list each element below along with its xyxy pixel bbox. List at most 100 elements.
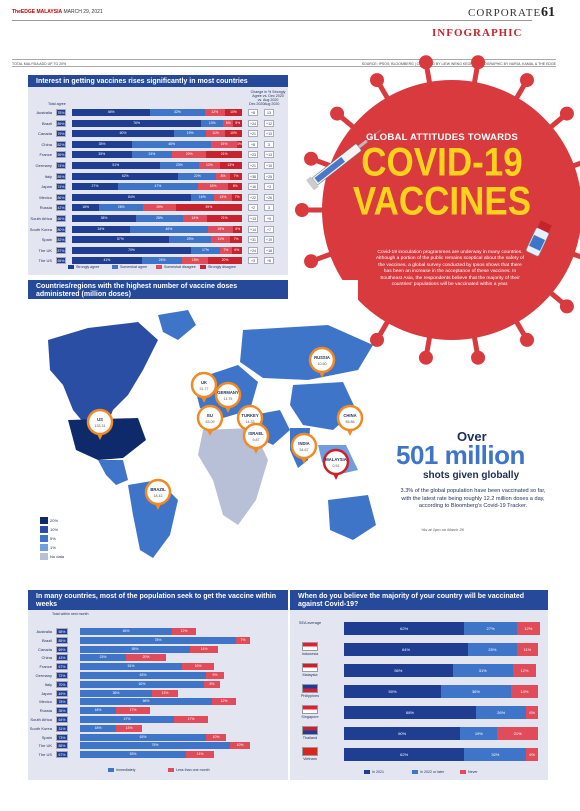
total-next-month: 31% bbox=[56, 724, 68, 732]
bar-segment-sd: 8% bbox=[228, 183, 242, 191]
map-legend-label: 10% bbox=[50, 527, 59, 532]
bar-segment-a: 68% bbox=[344, 706, 476, 719]
bar-segment-b: 27% bbox=[464, 622, 517, 635]
country-label: The UK bbox=[38, 743, 52, 749]
map-pin-india: INDIA 54.67 bbox=[290, 432, 318, 464]
weeks-total-label: Total within next month bbox=[52, 612, 89, 616]
bar-segment-swa: 23% bbox=[159, 162, 200, 169]
map-pin-ring bbox=[308, 346, 336, 374]
change-aug: +13 bbox=[264, 130, 274, 138]
total-next-month: 67% bbox=[56, 751, 68, 759]
legend-swatch bbox=[200, 265, 206, 269]
change-dec: +8 bbox=[248, 140, 258, 148]
virus-spike-tip bbox=[471, 55, 486, 70]
greenland bbox=[158, 310, 196, 340]
map-pin-ring bbox=[322, 448, 350, 476]
bar-segment-immediately: 78% bbox=[80, 636, 236, 644]
russia bbox=[240, 325, 373, 380]
total-agree-value: 79% bbox=[56, 130, 66, 138]
stacked-bar: 70% 17% 7% 6% bbox=[72, 246, 242, 254]
bar-segment-b: 36% bbox=[441, 685, 511, 698]
country-label: France bbox=[39, 664, 52, 670]
country-label: China bbox=[41, 141, 52, 147]
total-next-month: 43% bbox=[56, 654, 68, 662]
virus-spike-tip bbox=[471, 350, 486, 365]
stacked-bar: 76% 13% 6% 5% bbox=[72, 119, 242, 127]
bar-segment-swd: 11% bbox=[211, 236, 231, 244]
change-dec: +24 bbox=[248, 119, 258, 127]
map-pin-value: 14.33 bbox=[246, 420, 255, 424]
country-label: Japan bbox=[41, 690, 52, 696]
map-legend-item: 10% bbox=[40, 526, 64, 533]
country-label: The US bbox=[38, 258, 52, 264]
bar-segment-sd: 5% bbox=[233, 225, 242, 233]
change-dec: +13 bbox=[248, 215, 258, 222]
bar-segment-swa: 28% bbox=[135, 215, 184, 222]
change-header: Change in % Strongly Agree vs. Dec 2020 … bbox=[250, 90, 286, 102]
change-dec: +2 bbox=[248, 204, 258, 212]
total-next-month: 49% bbox=[56, 689, 68, 697]
country-label: South Africa bbox=[30, 216, 52, 221]
bar-segment-immediately: 36% bbox=[80, 689, 152, 697]
bar-segment-less-than-month: 7% bbox=[236, 636, 250, 644]
bar-segment-c: 14% bbox=[510, 685, 539, 698]
map-pin-label: GERMANY bbox=[217, 390, 239, 395]
bar-segment-swa: 22% bbox=[178, 172, 217, 180]
bar-segment-less-than-month: 8% bbox=[204, 680, 220, 688]
stacked-bar: 36% 13% bbox=[80, 689, 178, 697]
bar-segment-immediately: 46% bbox=[80, 628, 172, 635]
legend-swatch bbox=[460, 770, 466, 774]
virus-spike-tip bbox=[304, 254, 319, 269]
country-label: South Korea bbox=[29, 226, 52, 232]
bar-segment-c: 12% bbox=[512, 664, 537, 677]
bar-segment-immediately: 75% bbox=[80, 742, 230, 750]
country-label: Brazil bbox=[41, 637, 52, 643]
country-label: Japan bbox=[41, 184, 52, 190]
map-pin-label: UK bbox=[201, 380, 207, 385]
bar-segment-swd: 14% bbox=[183, 215, 207, 222]
bar-segment-sd: 21% bbox=[206, 151, 242, 159]
bar-segment-sa: 27% bbox=[72, 183, 118, 191]
change-aug: +13 bbox=[264, 151, 274, 159]
map-pin-value: 9.87 bbox=[253, 438, 260, 442]
legend-swatch bbox=[364, 770, 370, 774]
change-aug: +18 bbox=[264, 246, 274, 254]
section-name: CORPORATE bbox=[468, 7, 542, 19]
bar-segment-sa: 46% bbox=[72, 109, 151, 116]
bar-segment-swd: 15% bbox=[211, 140, 237, 148]
stacked-bar: 68% 26% 6% bbox=[344, 706, 539, 719]
map-legend-label: No data bbox=[50, 554, 65, 559]
bar-segment-sd: 7% bbox=[232, 193, 242, 201]
agree-chart-title: Interest in getting vaccines rises signi… bbox=[28, 75, 288, 87]
bar-segment-immediately: 23% bbox=[80, 654, 126, 662]
legend-item: In 2021 bbox=[364, 770, 384, 774]
stacked-bar: 62% 27% 12% bbox=[344, 622, 540, 635]
stacked-bar: 38% 28% 14% 21% bbox=[72, 215, 242, 222]
total-agree-value: 82% bbox=[56, 236, 66, 244]
change-dec: +14 bbox=[248, 225, 258, 233]
bar-segment-immediately: 55% bbox=[80, 645, 190, 653]
country-label: Indonesia bbox=[301, 652, 319, 656]
bar-segment-swa: 17% bbox=[191, 246, 220, 254]
bar-segment-sd: 7% bbox=[229, 172, 242, 180]
bar-segment-immediately: 63% bbox=[80, 672, 206, 679]
legend-item: Immediately bbox=[108, 768, 135, 772]
country-label: SEA average bbox=[298, 621, 322, 625]
bar-segment-immediately: 63% bbox=[80, 733, 206, 741]
country-label: Singapore bbox=[301, 715, 319, 719]
map-pin-value: 63.09 bbox=[206, 420, 215, 424]
hero-kicker: GLOBAL ATTITUDES TOWARDS bbox=[365, 132, 519, 143]
header-rule bbox=[12, 20, 532, 21]
legend-item: Somewhat disagree bbox=[156, 265, 196, 269]
total-agree-value: 86% bbox=[56, 193, 66, 201]
bar-segment-less-than-month: 12% bbox=[172, 628, 196, 635]
bar-segment-swd: 11% bbox=[206, 130, 225, 138]
bar-segment-b: 26% bbox=[475, 706, 527, 719]
change-aug: +25 bbox=[264, 172, 274, 180]
map-pin-label: CHINA bbox=[343, 413, 356, 418]
virus-spike-tip bbox=[418, 55, 433, 70]
virus-spike-tip bbox=[304, 151, 319, 166]
country-label: South Africa bbox=[30, 717, 52, 722]
bar-segment-swd: 6% bbox=[223, 119, 234, 127]
north-america bbox=[48, 322, 158, 435]
